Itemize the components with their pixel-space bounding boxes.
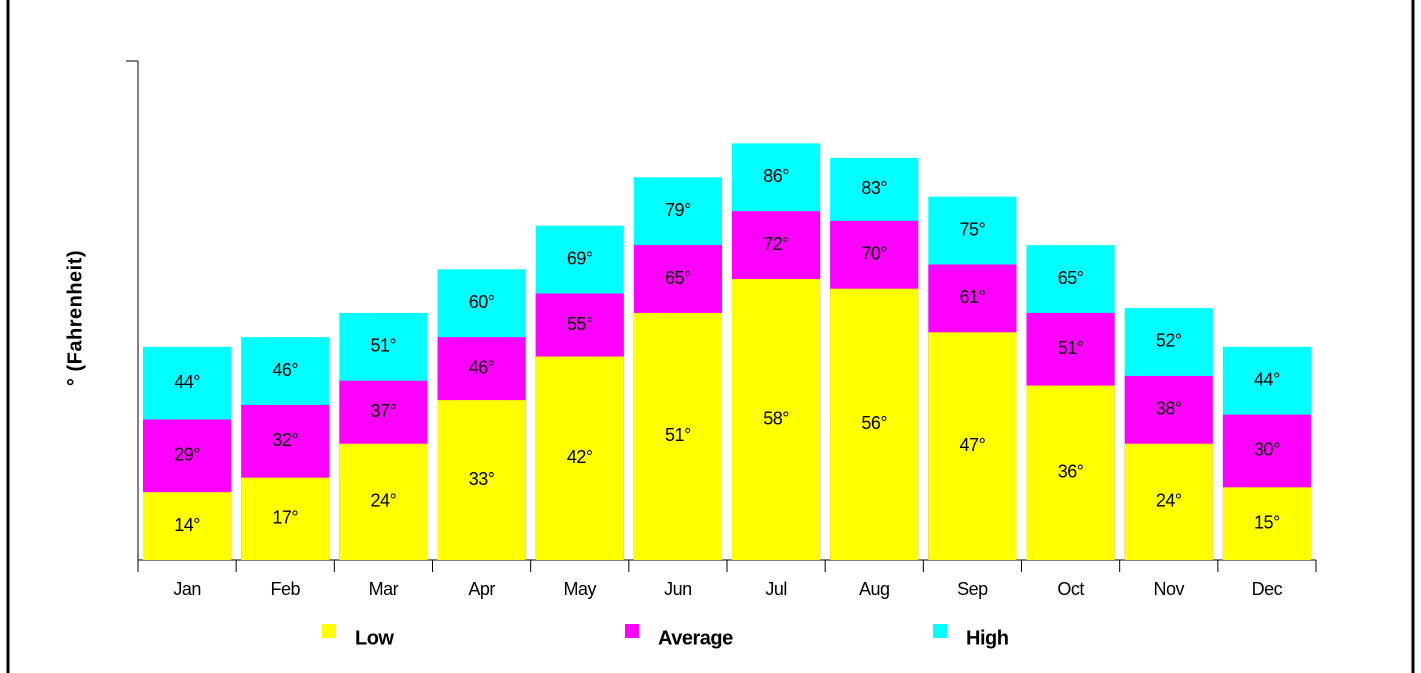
bar	[732, 279, 821, 560]
value-label: 56°	[861, 413, 887, 433]
frame	[6, 0, 1415, 673]
bar	[1026, 385, 1115, 560]
legend-swatch	[625, 624, 639, 638]
value-label: 24°	[371, 491, 397, 511]
bar	[241, 477, 330, 560]
value-label: 52°	[1156, 331, 1182, 351]
x-tick-label: Sep	[957, 579, 988, 599]
x-tick-label: Nov	[1153, 579, 1184, 599]
value-label: 42°	[567, 447, 593, 467]
bar	[143, 492, 232, 560]
value-label: 15°	[1254, 512, 1280, 532]
bar	[633, 312, 722, 560]
x-tick-label: Jun	[664, 579, 692, 599]
value-label: 33°	[469, 469, 495, 489]
legend-swatch	[933, 624, 947, 638]
value-label: 46°	[272, 360, 298, 380]
value-label: 14°	[174, 515, 200, 535]
value-label: 60°	[469, 292, 495, 312]
bar	[437, 400, 526, 560]
value-label: 51°	[371, 336, 397, 356]
x-tick-label: Apr	[468, 579, 495, 599]
x-tick-label: Feb	[270, 579, 300, 599]
legend-text: High	[966, 627, 1008, 649]
value-label: 47°	[960, 435, 986, 455]
bar	[928, 332, 1017, 560]
x-tick-label: Mar	[369, 579, 399, 599]
value-label: 58°	[763, 408, 789, 428]
y-axis-label: ° (Fahrenheit)	[64, 250, 86, 386]
value-label: 61°	[960, 287, 986, 307]
value-label: 65°	[665, 268, 691, 288]
value-label: 65°	[1058, 268, 1084, 288]
value-label: 51°	[1058, 338, 1084, 358]
x-tick-label: Jan	[173, 579, 201, 599]
x-tick-label: Oct	[1057, 579, 1084, 599]
value-label: 46°	[469, 357, 495, 377]
value-label: 44°	[1254, 369, 1280, 389]
value-label: 29°	[174, 445, 200, 465]
value-label: 70°	[861, 244, 887, 264]
bar	[339, 443, 428, 560]
value-label: 51°	[665, 425, 691, 445]
bar	[1222, 487, 1311, 560]
value-label: 75°	[960, 219, 986, 239]
legend-text: Average	[658, 627, 733, 649]
value-label: 32°	[272, 430, 298, 450]
value-label: 86°	[763, 166, 789, 186]
value-label: 83°	[861, 178, 887, 198]
value-label: 55°	[567, 314, 593, 334]
bar	[535, 356, 624, 560]
bar	[1124, 443, 1213, 560]
value-label: 72°	[763, 234, 789, 254]
value-label: 36°	[1058, 462, 1084, 482]
x-tick-label: Aug	[859, 579, 890, 599]
x-tick-label: May	[563, 579, 596, 599]
value-label: 30°	[1254, 440, 1280, 460]
x-tick-label: Jul	[765, 579, 787, 599]
legend-text: Low	[355, 627, 394, 649]
x-tick-label: Dec	[1252, 579, 1283, 599]
legend-swatch	[322, 624, 336, 638]
value-label: 38°	[1156, 399, 1182, 419]
value-label: 17°	[272, 508, 298, 528]
value-label: 69°	[567, 248, 593, 268]
bar	[830, 288, 919, 560]
value-label: 44°	[174, 372, 200, 392]
value-label: 79°	[665, 200, 691, 220]
value-label: 37°	[371, 401, 397, 421]
value-label: 24°	[1156, 491, 1182, 511]
